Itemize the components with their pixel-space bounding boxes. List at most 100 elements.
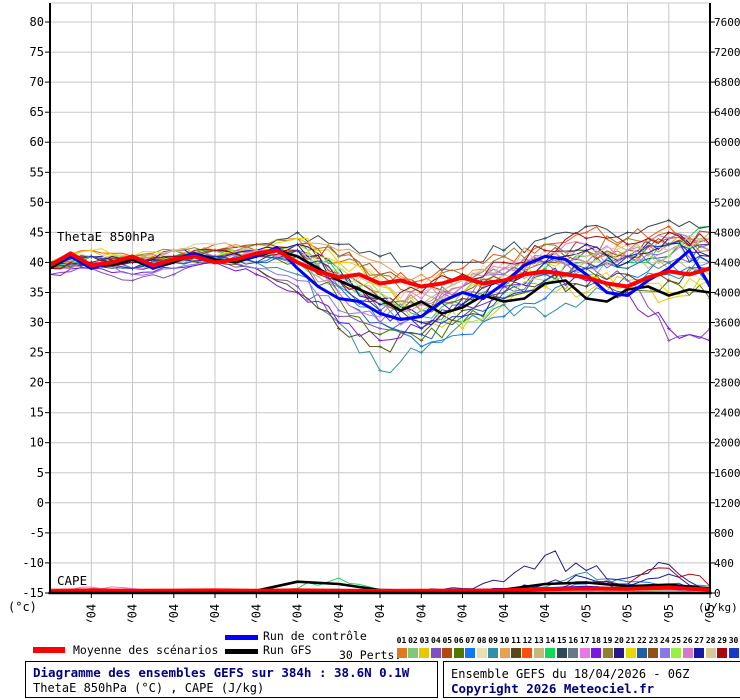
cape-plot-label: CAPE [57,573,87,588]
right-tick-label: 5200 [714,196,740,209]
left-tick-label: 50 [30,195,44,209]
gfs-line-sample [225,649,258,654]
run-info-box: Ensemble GEFS du 18/04/2026 - 06Z Copyri… [443,661,740,698]
left-tick-label: 5 [37,466,44,480]
x-tick-label: 21/04 [167,604,181,622]
left-tick-label: 25 [30,346,44,360]
pert-number: 20 [614,636,624,645]
pert-swatch [430,648,441,658]
pert-number: 10 [499,636,510,645]
pert-number: 16 [568,636,579,645]
x-tick-label: 23/04 [249,604,263,622]
right-tick-label: 1200 [714,497,740,510]
pert-number: 28 [705,636,716,645]
left-tick-label: -5 [30,526,44,540]
left-tick-label: 20 [30,376,44,390]
right-tick-label: 4400 [714,256,740,269]
pert-number: 15 [556,636,567,645]
x-tick-label: 03/05 [662,604,676,622]
left-tick-label: -15 [22,586,44,600]
chart-info-box: Diagramme des ensembles GEFS sur 384h : … [25,661,438,698]
x-tick-label: 19/04 [84,604,98,622]
pert-number: 02 [408,636,418,645]
left-tick-label: 70 [30,75,44,89]
pert-number: 25 [671,636,682,645]
x-tick-label: 25/04 [332,604,346,622]
pert-number: 14 [545,636,556,645]
left-tick-label: 10 [30,436,44,450]
pert-number: 21 [625,636,636,645]
pert-number: 04 [431,636,441,645]
pert-swatch [556,648,567,658]
x-tick-label: 29/04 [497,604,511,622]
left-tick-label: 30 [30,316,44,330]
control-line-sample [225,635,258,640]
x-tick-label: 04/05 [703,604,717,622]
pert-swatch [396,648,407,658]
right-tick-label: 6000 [714,136,740,149]
pert-swatch [591,648,602,658]
left-tick-label: 65 [30,105,44,119]
x-tick-label: 24/04 [291,604,305,622]
pert-swatch [419,648,430,658]
right-tick-label: 2400 [714,407,740,420]
chart-subtitle: ThetaE 850hPa (°C) , CAPE (J/kg) [33,681,265,695]
pert-number: 08 [476,636,487,645]
run-info: Ensemble GEFS du 18/04/2026 - 06Z [451,667,690,681]
pert-swatch [533,648,544,658]
right-tick-label: 1600 [714,467,740,480]
x-axis: 19/04 20/04 21/04 22/04 23/04 24/04 25/04 26/04… [48,591,717,622]
right-tick-label: 6800 [714,76,740,89]
pert-number: 24 [660,636,670,645]
x-tick-label: 30/04 [538,604,552,622]
y-axis-right: 7600720068006400600056005200480044004000… [698,3,740,614]
left-tick-label: 75 [30,45,44,59]
right-tick-label: 7200 [714,46,740,59]
left-tick-label: -10 [22,556,44,570]
mean-legend-label: Moyenne des scénarios [73,643,219,657]
pert-number: 01 [396,636,407,645]
x-tick-label: 01/05 [579,604,593,622]
pert-swatch [728,648,739,658]
pert-swatch [522,648,533,658]
y-axis-left: 80757065605550454035302520151050-5-10-15… [8,3,51,614]
pert-swatch [625,648,636,658]
left-tick-label: 40 [30,255,44,269]
ensemble-chart: 19/04 20/04 21/04 22/04 23/04 24/04 25/04 26/04… [8,2,740,622]
pert-number: 11 [511,636,521,645]
pert-swatch [614,648,625,658]
perts-count-label: 30 Perts. [339,648,402,662]
thetae-plot-label: ThetaE 850hPa [57,229,155,244]
control-legend-label: Run de contrôle [263,629,367,643]
gfs-legend-label: Run GFS [263,643,312,657]
x-tick-label: 26/04 [373,604,387,622]
pert-swatch [602,648,613,658]
pert-swatch [636,648,647,658]
pert-number: 26 [682,636,693,645]
right-tick-label: 7600 [714,16,740,29]
pert-swatch [465,648,476,658]
pert-swatch [659,648,670,658]
chart-title: Diagramme des ensembles GEFS sur 384h : … [33,665,410,680]
gridlines [50,2,711,593]
pert-swatch [705,648,716,658]
pert-swatch [717,648,728,658]
pert-number: 12 [522,636,533,645]
pert-swatch [694,648,705,658]
right-tick-label: 3600 [714,317,740,330]
series-area [49,218,711,594]
pert-number: 09 [488,636,498,645]
pert-number: 27 [694,636,704,645]
left-tick-label: 45 [30,225,44,239]
pert-number: 23 [648,636,659,645]
pert-number: 07 [465,636,475,645]
copyright: Copyright 2026 Meteociel.fr [451,681,655,696]
left-tick-label: 35 [30,286,44,300]
pert-number: 03 [419,636,430,645]
left-tick-label: 0 [37,496,44,510]
pert-swatch [511,648,521,658]
pert-swatch [568,648,579,658]
right-tick-label: 400 [714,557,734,570]
perturbation-color-legend: 01 02 03 04 05 06 07 08 09 10 11 12 13 14 15 16 17 18 19 20… [396,636,740,662]
